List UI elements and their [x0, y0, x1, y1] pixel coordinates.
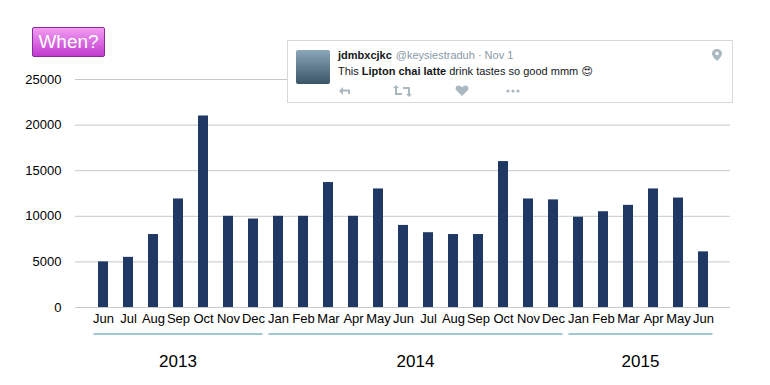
- svg-text:Apr: Apr: [643, 311, 664, 326]
- svg-text:Mar: Mar: [617, 311, 640, 326]
- svg-text:Jan: Jan: [568, 311, 589, 326]
- svg-text:Jun: Jun: [693, 311, 714, 326]
- svg-text:Feb: Feb: [592, 311, 614, 326]
- svg-text:Apr: Apr: [343, 311, 364, 326]
- svg-text:Jun: Jun: [393, 311, 414, 326]
- svg-text:5000: 5000: [33, 254, 62, 269]
- svg-text:Mar: Mar: [317, 311, 340, 326]
- svg-text:Nov: Nov: [517, 311, 541, 326]
- svg-text:2015: 2015: [622, 352, 660, 371]
- svg-text:Jun: Jun: [93, 311, 114, 326]
- svg-text:10000: 10000: [25, 208, 61, 223]
- svg-text:Jan: Jan: [268, 311, 289, 326]
- svg-text:Feb: Feb: [292, 311, 314, 326]
- svg-text:2013: 2013: [159, 352, 197, 371]
- svg-text:2014: 2014: [397, 352, 435, 371]
- svg-text:Sep: Sep: [167, 311, 190, 326]
- html-text:jdmbxcjkc @keysiestraduh · Nov: jdmbxcjkc @keysiestraduh · Nov 1: [338, 49, 514, 61]
- svg-text:May: May: [666, 311, 691, 326]
- svg-text:Oct: Oct: [193, 311, 214, 326]
- svg-text:20000: 20000: [25, 117, 61, 132]
- svg-text:25000: 25000: [25, 72, 61, 87]
- svg-text:15000: 15000: [25, 163, 61, 178]
- svg-text:May: May: [366, 311, 391, 326]
- svg-text:Jul: Jul: [420, 311, 437, 326]
- svg-text:Nov: Nov: [217, 311, 241, 326]
- svg-text:Aug: Aug: [142, 311, 165, 326]
- svg-text:Aug: Aug: [442, 311, 465, 326]
- svg-text:Jul: Jul: [120, 311, 137, 326]
- svg-text:Sep: Sep: [467, 311, 490, 326]
- html-text:This Lipton chai latte drink t: This Lipton chai latte drink tastes so g…: [338, 65, 593, 77]
- svg-text:Dec: Dec: [542, 311, 566, 326]
- html-text:When?: When?: [38, 31, 99, 52]
- svg-text:0: 0: [54, 300, 61, 315]
- svg-text:Oct: Oct: [493, 311, 514, 326]
- svg-text:Dec: Dec: [242, 311, 266, 326]
